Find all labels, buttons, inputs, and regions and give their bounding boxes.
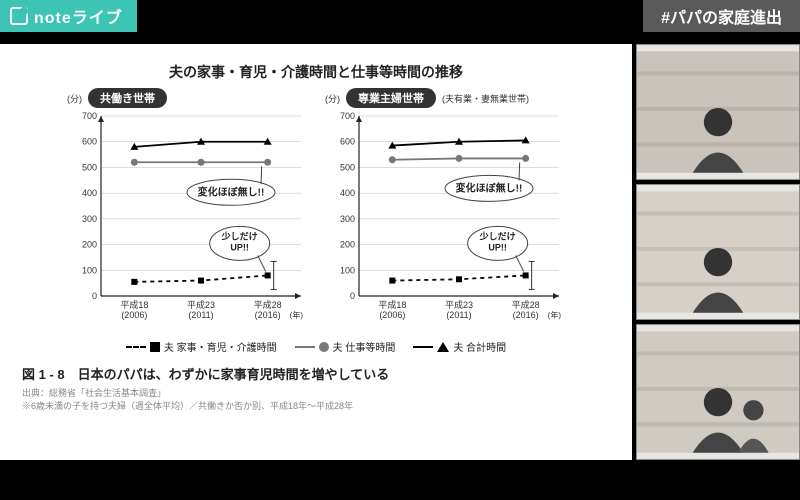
- legend-item-work: 夫 仕事等時間: [295, 339, 396, 354]
- svg-text:(2016): (2016): [513, 310, 539, 320]
- legend-label-c: 夫 合計時間: [453, 339, 506, 354]
- svg-text:変化ほぼ無し!!: 変化ほぼ無し!!: [456, 181, 523, 194]
- panel-label: 専業主婦世帯: [346, 88, 436, 108]
- svg-text:0: 0: [350, 291, 355, 301]
- svg-text:400: 400: [82, 188, 97, 198]
- legend-line-grey-icon: [295, 346, 315, 348]
- brand-text: noteライブ: [34, 4, 123, 28]
- svg-text:300: 300: [340, 214, 355, 224]
- legend-label-a: 夫 家事・育児・介護時間: [164, 339, 277, 354]
- hashtag-badge: #パパの家庭進出: [643, 0, 800, 32]
- header-bar: noteライブ #パパの家庭進出: [0, 0, 800, 40]
- svg-text:300: 300: [82, 214, 97, 224]
- svg-text:(2016): (2016): [255, 310, 281, 320]
- panel-header: (分) 専業主婦世帯 (夫有業・妻無業世帯): [325, 88, 565, 108]
- svg-text:(年): (年): [548, 310, 562, 320]
- svg-text:200: 200: [82, 240, 97, 250]
- video-thumb-guest-1[interactable]: [636, 44, 800, 180]
- legend-dash-icon: [126, 346, 146, 348]
- svg-text:平成18: 平成18: [378, 299, 406, 310]
- chart-svg: 0100200300400500600700 平成18(2006)平成23(20…: [325, 110, 565, 330]
- chart-panel-0: (分) 共働き世帯 0100200300400500600700 平成18(20…: [67, 88, 307, 335]
- svg-text:(2011): (2011): [446, 310, 471, 320]
- y-axis-unit: (分): [67, 92, 82, 105]
- source-line-1: 出典：総務省「社会生活基本調査」: [22, 387, 610, 400]
- legend-item-housework: 夫 家事・育児・介護時間: [126, 339, 277, 354]
- stream-stage: { "header": { "brand_text": "noteライブ", "…: [0, 0, 800, 500]
- legend-line-black-icon: [413, 346, 433, 348]
- svg-text:UP!!: UP!!: [488, 242, 507, 252]
- figure-caption: 図 1 - 8 日本のパパは、わずかに家事育児時間を増やしている: [22, 364, 610, 383]
- svg-text:(2006): (2006): [121, 310, 147, 320]
- svg-text:100: 100: [82, 265, 97, 275]
- footer-bar: [0, 460, 800, 500]
- thumb-illustration: [637, 45, 799, 179]
- svg-text:400: 400: [340, 188, 355, 198]
- svg-text:変化ほぼ無し!!: 変化ほぼ無し!!: [198, 185, 265, 198]
- video-thumbnails: [632, 44, 800, 460]
- svg-text:(2011): (2011): [188, 310, 213, 320]
- svg-text:平成23: 平成23: [445, 299, 473, 310]
- svg-text:500: 500: [340, 162, 355, 172]
- slide-title: 夫の家事・育児・介護時間と仕事等時間の推移: [22, 62, 610, 82]
- svg-text:(2006): (2006): [379, 310, 405, 320]
- note-logo-icon: [10, 7, 28, 25]
- main-area: 夫の家事・育児・介護時間と仕事等時間の推移 (分) 共働き世帯 0 100 200 3…: [0, 44, 800, 460]
- legend-triangle-icon: [437, 342, 449, 352]
- slide-panel: 夫の家事・育児・介護時間と仕事等時間の推移 (分) 共働き世帯 0 100 200 3…: [0, 44, 632, 460]
- svg-text:700: 700: [340, 111, 355, 121]
- svg-text:200: 200: [340, 240, 355, 250]
- svg-text:700: 700: [82, 111, 97, 121]
- svg-text:平成28: 平成28: [512, 299, 540, 310]
- chart-legend: 夫 家事・育児・介護時間 夫 仕事等時間 夫 合計時間: [22, 339, 610, 354]
- legend-square-icon: [150, 342, 160, 352]
- legend-item-total: 夫 合計時間: [413, 339, 506, 354]
- panel-label: 共働き世帯: [88, 88, 167, 108]
- y-axis-unit: (分): [325, 92, 340, 105]
- video-thumb-guest-3[interactable]: [636, 324, 800, 460]
- legend-label-b: 夫 仕事等時間: [333, 339, 396, 354]
- figure-source: 出典：総務省「社会生活基本調査」 ※6歳未満の子を持つ夫婦（週全体平均）／共働き…: [22, 387, 610, 412]
- panel-header: (分) 共働き世帯: [67, 88, 307, 108]
- panel-sublabel: (夫有業・妻無業世帯): [442, 92, 529, 105]
- chart-svg: 0100200300400500600700 平成18(2006)平成23(20…: [67, 110, 307, 330]
- svg-text:平成28: 平成28: [254, 299, 282, 310]
- svg-text:100: 100: [340, 265, 355, 275]
- thumb-illustration: [637, 185, 799, 319]
- svg-text:500: 500: [82, 162, 97, 172]
- svg-text:少しだけ: 少しだけ: [221, 230, 258, 241]
- svg-text:600: 600: [340, 137, 355, 147]
- svg-text:0: 0: [92, 291, 97, 301]
- thumb-illustration: [637, 325, 799, 459]
- svg-text:(年): (年): [290, 310, 304, 320]
- svg-text:平成18: 平成18: [120, 299, 148, 310]
- chart-panel-1: (分) 専業主婦世帯 (夫有業・妻無業世帯) 0 100 200 300 400 500 6…: [325, 88, 565, 335]
- svg-text:UP!!: UP!!: [230, 242, 249, 252]
- svg-text:少しだけ: 少しだけ: [479, 230, 516, 241]
- hashtag-text: #パパの家庭進出: [661, 4, 782, 28]
- svg-text:平成23: 平成23: [187, 299, 215, 310]
- video-thumb-guest-2[interactable]: [636, 184, 800, 320]
- svg-text:600: 600: [82, 137, 97, 147]
- source-line-2: ※6歳未満の子を持つ夫婦（週全体平均）／共働きか否か別、平成18年～平成28年: [22, 400, 610, 413]
- legend-circle-icon: [319, 342, 329, 352]
- brand-badge: noteライブ: [0, 0, 137, 32]
- chart-panels: (分) 共働き世帯 0100200300400500600700 平成18(20…: [22, 88, 610, 335]
